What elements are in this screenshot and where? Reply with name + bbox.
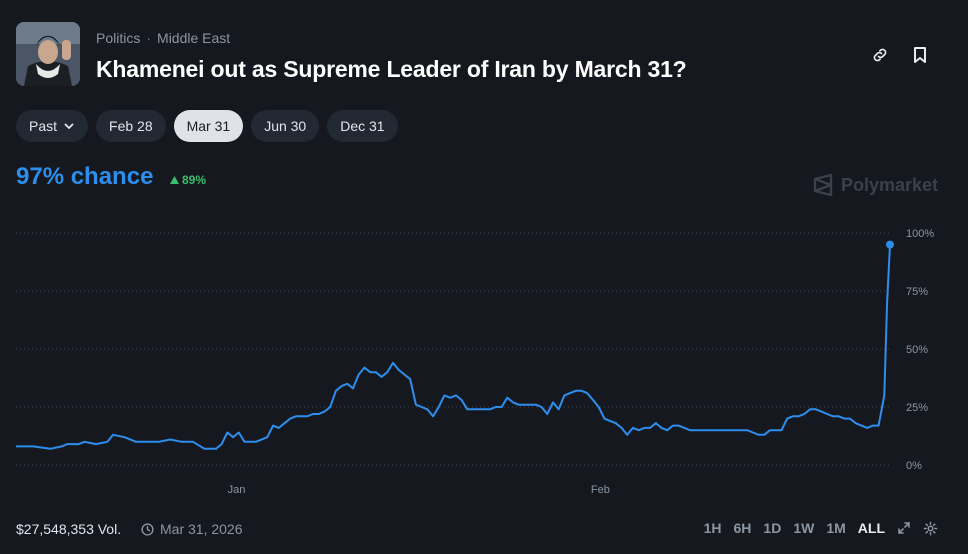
current-point-marker (886, 240, 894, 249)
brand-name: Polymarket (840, 174, 938, 195)
y-tick-label: 75% (906, 286, 928, 298)
x-tick-label: Feb (591, 484, 610, 496)
polymarket-logo: Polymarket (813, 174, 938, 196)
pill-label: Past (29, 118, 58, 134)
volume-text: $27,548,353 Vol. (16, 521, 122, 537)
chevron-down-icon (64, 123, 74, 129)
pill-label: Feb 28 (109, 118, 153, 134)
market-thumbnail (16, 22, 80, 86)
date-selector: Past Feb 28 Mar 31 Jun 30 Dec 31 (16, 110, 398, 142)
bookmark-icon[interactable] (909, 44, 931, 66)
y-tick-label: 100% (906, 228, 934, 240)
range-all[interactable]: ALL (857, 520, 885, 536)
breadcrumb-separator: · (146, 30, 152, 46)
polymarket-icon (813, 174, 833, 196)
breadcrumb: Politics · Middle East (96, 30, 230, 46)
range-6h[interactable]: 6H (733, 520, 752, 536)
expand-icon[interactable] (897, 521, 911, 535)
market-title: Khamenei out as Supreme Leader of Iran b… (96, 56, 687, 82)
range-1d[interactable]: 1D (763, 520, 782, 536)
pill-dec-31[interactable]: Dec 31 (327, 110, 398, 142)
pill-label: Mar 31 (186, 118, 231, 134)
triangle-up-icon (170, 176, 179, 184)
pill-label: Dec 31 (340, 118, 385, 134)
range-1w[interactable]: 1W (793, 520, 815, 536)
change-badge: 89% (170, 173, 206, 187)
price-chart[interactable]: 100% 75% 50% 25% 0% Jan Feb (0, 220, 968, 500)
time-range-selector: 1H 6H 1D 1W 1M ALL (704, 520, 938, 536)
pill-mar-31[interactable]: Mar 31 (173, 110, 244, 142)
y-tick-label: 0% (906, 460, 922, 472)
pill-label: Jun 30 (264, 118, 307, 134)
clock-icon (141, 522, 154, 536)
end-date: Mar 31, 2026 (141, 521, 243, 537)
y-tick-label: 50% (906, 344, 928, 356)
breadcrumb-category[interactable]: Politics (96, 30, 141, 46)
series-line (16, 244, 891, 450)
change-value: 89% (182, 173, 207, 187)
range-1h[interactable]: 1H (703, 520, 722, 536)
chance-value: 97% chance (16, 163, 154, 190)
pill-past[interactable]: Past (16, 110, 89, 142)
settings-gear-icon[interactable] (923, 521, 938, 536)
link-icon[interactable] (869, 44, 891, 66)
end-date-text: Mar 31, 2026 (160, 521, 243, 537)
breadcrumb-subcategory[interactable]: Middle East (157, 30, 231, 46)
pill-feb-28[interactable]: Feb 28 (96, 110, 166, 142)
y-tick-label: 25% (906, 402, 928, 414)
x-tick-label: Jan (228, 484, 246, 496)
range-1m[interactable]: 1M (826, 520, 846, 536)
pill-jun-30[interactable]: Jun 30 (251, 110, 320, 142)
portrait-image (16, 22, 80, 86)
